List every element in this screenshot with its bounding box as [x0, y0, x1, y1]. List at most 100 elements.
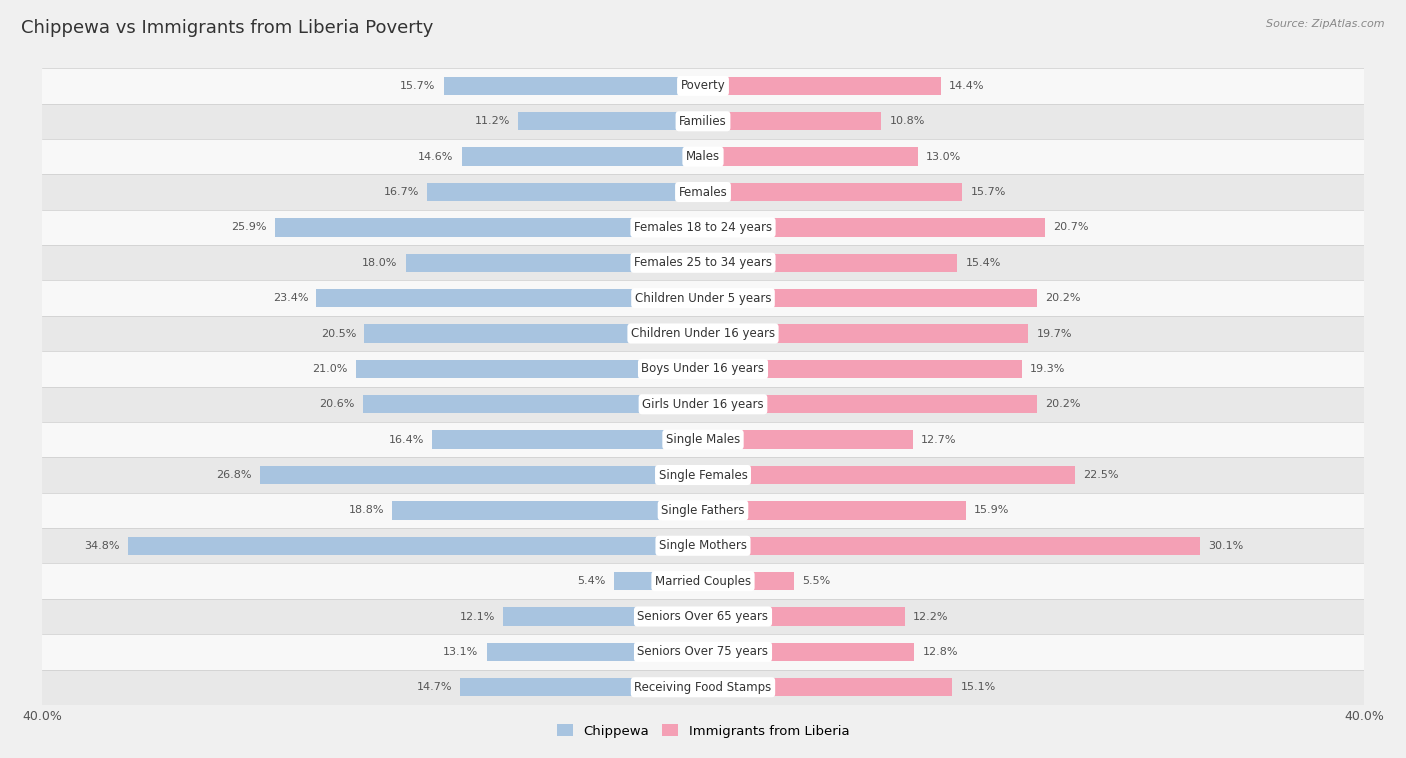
Text: Girls Under 16 years: Girls Under 16 years: [643, 398, 763, 411]
Text: Poverty: Poverty: [681, 80, 725, 92]
Text: Single Mothers: Single Mothers: [659, 539, 747, 553]
Bar: [42, 669, 1364, 705]
Bar: [260, 466, 703, 484]
Bar: [432, 431, 703, 449]
Bar: [42, 280, 1364, 316]
Bar: [444, 77, 703, 95]
Text: 18.0%: 18.0%: [361, 258, 398, 268]
Text: 15.7%: 15.7%: [970, 187, 1007, 197]
Legend: Chippewa, Immigrants from Liberia: Chippewa, Immigrants from Liberia: [551, 719, 855, 743]
Text: Single Males: Single Males: [666, 433, 740, 446]
Bar: [392, 501, 703, 519]
Text: Single Females: Single Females: [658, 468, 748, 481]
Bar: [42, 599, 1364, 634]
Bar: [486, 643, 703, 661]
Bar: [703, 466, 1074, 484]
Bar: [42, 104, 1364, 139]
Text: 13.1%: 13.1%: [443, 647, 478, 657]
Bar: [363, 395, 703, 413]
Text: 14.6%: 14.6%: [418, 152, 454, 161]
Text: 16.7%: 16.7%: [384, 187, 419, 197]
Text: 22.5%: 22.5%: [1083, 470, 1118, 480]
Text: 20.2%: 20.2%: [1045, 399, 1080, 409]
Text: 19.3%: 19.3%: [1031, 364, 1066, 374]
Text: Source: ZipAtlas.com: Source: ZipAtlas.com: [1267, 19, 1385, 29]
Bar: [42, 68, 1364, 104]
Bar: [364, 324, 703, 343]
Bar: [42, 563, 1364, 599]
Text: Females 18 to 24 years: Females 18 to 24 years: [634, 221, 772, 234]
Bar: [461, 148, 703, 166]
Bar: [316, 289, 703, 307]
Text: 12.2%: 12.2%: [912, 612, 948, 622]
Text: 15.4%: 15.4%: [966, 258, 1001, 268]
Bar: [42, 387, 1364, 422]
Text: Seniors Over 65 years: Seniors Over 65 years: [637, 610, 769, 623]
Bar: [42, 422, 1364, 457]
Text: 20.2%: 20.2%: [1045, 293, 1080, 303]
Bar: [614, 572, 703, 590]
Text: Children Under 5 years: Children Under 5 years: [634, 292, 772, 305]
Bar: [517, 112, 703, 130]
Text: Males: Males: [686, 150, 720, 163]
Text: 5.5%: 5.5%: [801, 576, 831, 586]
Bar: [703, 607, 904, 625]
Bar: [703, 501, 966, 519]
Text: Families: Families: [679, 114, 727, 128]
Text: 15.9%: 15.9%: [974, 506, 1010, 515]
Text: 21.0%: 21.0%: [312, 364, 347, 374]
Text: 14.4%: 14.4%: [949, 81, 984, 91]
Bar: [42, 457, 1364, 493]
Bar: [703, 395, 1036, 413]
Bar: [427, 183, 703, 201]
Bar: [42, 316, 1364, 351]
Bar: [703, 360, 1022, 378]
Bar: [703, 218, 1045, 236]
Bar: [42, 210, 1364, 245]
Text: Boys Under 16 years: Boys Under 16 years: [641, 362, 765, 375]
Text: 12.7%: 12.7%: [921, 434, 956, 445]
Text: 12.8%: 12.8%: [922, 647, 959, 657]
Bar: [42, 139, 1364, 174]
Bar: [703, 431, 912, 449]
Text: Receiving Food Stamps: Receiving Food Stamps: [634, 681, 772, 694]
Text: 10.8%: 10.8%: [890, 116, 925, 127]
Text: Females: Females: [679, 186, 727, 199]
Bar: [460, 678, 703, 697]
Text: Single Fathers: Single Fathers: [661, 504, 745, 517]
Bar: [405, 254, 703, 272]
Text: 30.1%: 30.1%: [1209, 540, 1244, 551]
Text: 20.5%: 20.5%: [321, 328, 356, 339]
Text: 14.7%: 14.7%: [416, 682, 451, 692]
Text: Married Couples: Married Couples: [655, 575, 751, 587]
Text: 18.8%: 18.8%: [349, 506, 384, 515]
Bar: [703, 537, 1201, 555]
Text: 34.8%: 34.8%: [84, 540, 120, 551]
Bar: [703, 324, 1028, 343]
Bar: [42, 174, 1364, 210]
Bar: [276, 218, 703, 236]
Bar: [42, 493, 1364, 528]
Bar: [703, 148, 918, 166]
Bar: [703, 289, 1036, 307]
Text: 26.8%: 26.8%: [217, 470, 252, 480]
Bar: [42, 245, 1364, 280]
Text: 15.1%: 15.1%: [960, 682, 995, 692]
Bar: [42, 634, 1364, 669]
Bar: [703, 643, 914, 661]
Bar: [703, 77, 941, 95]
Text: 23.4%: 23.4%: [273, 293, 308, 303]
Bar: [703, 678, 952, 697]
Text: 25.9%: 25.9%: [232, 222, 267, 233]
Text: Chippewa vs Immigrants from Liberia Poverty: Chippewa vs Immigrants from Liberia Pove…: [21, 19, 433, 37]
Bar: [42, 528, 1364, 563]
Text: 12.1%: 12.1%: [460, 612, 495, 622]
Text: Children Under 16 years: Children Under 16 years: [631, 327, 775, 340]
Text: Females 25 to 34 years: Females 25 to 34 years: [634, 256, 772, 269]
Bar: [703, 572, 794, 590]
Text: 15.7%: 15.7%: [399, 81, 436, 91]
Bar: [356, 360, 703, 378]
Text: 20.6%: 20.6%: [319, 399, 354, 409]
Text: 16.4%: 16.4%: [388, 434, 423, 445]
Text: 13.0%: 13.0%: [927, 152, 962, 161]
